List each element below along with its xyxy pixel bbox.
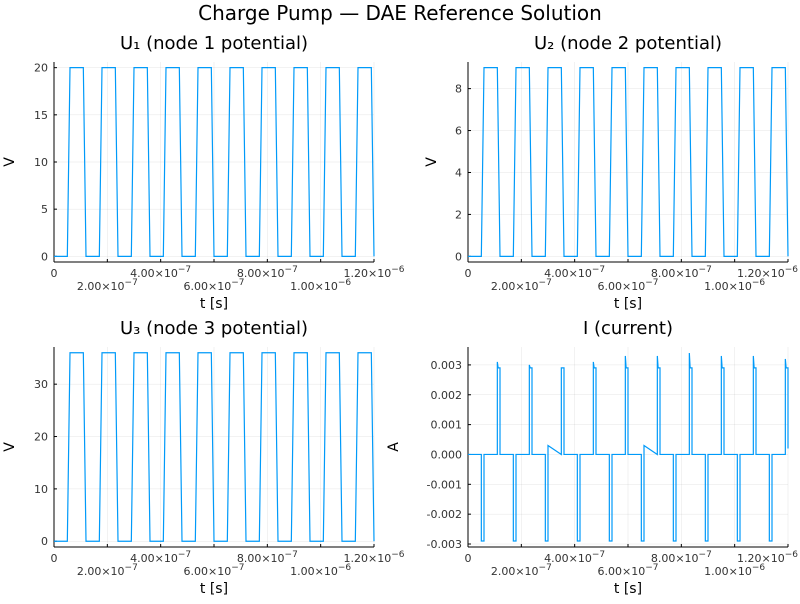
x-tick-label: 4.00×10−7 — [544, 265, 605, 280]
y-axis-label: V — [2, 157, 18, 167]
x-axis-label: t [s] — [200, 581, 228, 597]
subplot-title: U₁ (node 1 potential) — [120, 33, 308, 54]
y-tick-label: 0.001 — [431, 419, 463, 432]
x-tick-label: 4.00×10−7 — [130, 550, 191, 565]
x-tick-label: 6.00×10−7 — [598, 563, 659, 578]
y-tick-label: 2 — [455, 208, 462, 221]
y-tick-label: 4 — [455, 166, 462, 179]
subplot-title: U₃ (node 3 potential) — [120, 318, 308, 339]
x-tick-label: 1.20×10−6 — [737, 265, 798, 280]
y-tick-label: 0 — [41, 535, 48, 548]
subplot-title: I (current) — [583, 318, 673, 339]
x-tick-label: 0 — [51, 267, 58, 280]
y-tick-label: 10 — [34, 156, 48, 169]
x-tick-label: 0 — [51, 552, 58, 565]
series-line — [468, 352, 789, 542]
y-tick-label: 8 — [455, 83, 462, 96]
x-axis-label: t [s] — [614, 581, 642, 597]
x-tick-label: 2.00×10−7 — [491, 563, 552, 578]
x-tick-label: 1.00×10−6 — [704, 563, 765, 578]
y-tick-label: -0.003 — [427, 538, 462, 551]
x-tick-label: 4.00×10−7 — [130, 265, 191, 280]
series-line — [468, 67, 789, 257]
series-line — [54, 67, 375, 257]
x-tick-label: 6.00×10−7 — [184, 563, 245, 578]
y-tick-label: 10 — [34, 483, 48, 496]
x-tick-label: 2.00×10−7 — [77, 278, 138, 293]
y-tick-label: 20 — [34, 431, 48, 444]
subplot-2: 0 2.00×10−74.00×10−76.00×10−78.00×10−71.0… — [424, 33, 798, 312]
y-tick-label: 0 — [455, 250, 462, 263]
x-tick-label: 1.00×10−6 — [290, 563, 351, 578]
y-tick-label: 5 — [41, 203, 48, 216]
y-axis-label: V — [424, 157, 440, 167]
x-tick-label: 8.00×10−7 — [237, 550, 298, 565]
x-tick-label: 8.00×10−7 — [237, 265, 298, 280]
x-tick-label: 8.00×10−7 — [651, 265, 712, 280]
x-tick-label: 1.00×10−6 — [290, 278, 351, 293]
y-tick-label: 6 — [455, 125, 462, 138]
series-line — [54, 352, 375, 542]
subplot-3: 0 2.00×10−74.00×10−76.00×10−78.00×10−71.0… — [2, 318, 405, 597]
figure-title: Charge Pump — DAE Reference Solution — [198, 1, 602, 25]
subplot-4: 0 2.00×10−74.00×10−76.00×10−78.00×10−71.0… — [386, 318, 798, 597]
x-tick-label: 2.00×10−7 — [77, 563, 138, 578]
x-tick-label: 4.00×10−7 — [544, 550, 605, 565]
x-tick-label: 8.00×10−7 — [651, 550, 712, 565]
y-tick-label: 30 — [34, 378, 48, 391]
y-tick-label: 0.002 — [431, 389, 463, 402]
x-tick-label: 2.00×10−7 — [491, 278, 552, 293]
x-tick-label: 0 — [465, 267, 472, 280]
y-tick-label: 0 — [41, 250, 48, 263]
x-tick-label: 1.20×10−6 — [737, 550, 798, 565]
y-tick-label: 0.000 — [431, 448, 463, 461]
x-axis-label: t [s] — [200, 296, 228, 312]
x-tick-label: 6.00×10−7 — [598, 278, 659, 293]
y-tick-label: 15 — [34, 109, 48, 122]
y-axis-label: A — [386, 442, 402, 452]
x-tick-label: 0 — [465, 552, 472, 565]
x-tick-label: 1.20×10−6 — [344, 550, 405, 565]
x-axis-label: t [s] — [614, 296, 642, 312]
y-tick-label: 20 — [34, 62, 48, 75]
x-tick-label: 1.00×10−6 — [704, 278, 765, 293]
subplot-title: U₂ (node 2 potential) — [534, 33, 722, 54]
y-tick-label: -0.001 — [427, 478, 462, 491]
x-tick-label: 6.00×10−7 — [184, 278, 245, 293]
y-tick-label: -0.002 — [427, 508, 462, 521]
y-axis-label: V — [2, 442, 18, 452]
x-tick-label: 1.20×10−6 — [344, 265, 405, 280]
subplot-1: 0 2.00×10−74.00×10−76.00×10−78.00×10−71.0… — [2, 33, 405, 312]
y-tick-label: 0.003 — [431, 359, 463, 372]
